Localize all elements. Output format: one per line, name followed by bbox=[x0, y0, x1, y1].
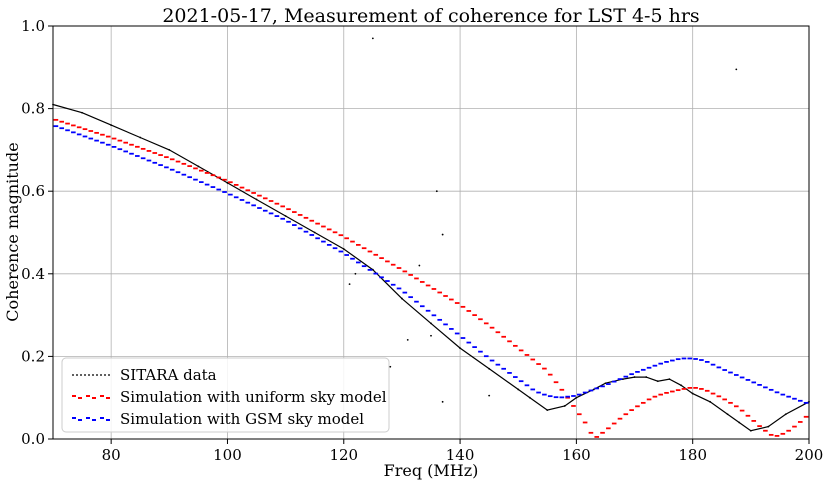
data-point bbox=[110, 124, 113, 127]
data-point bbox=[255, 198, 258, 201]
series-2 bbox=[53, 118, 809, 438]
data-point bbox=[81, 111, 83, 114]
y-tick-label: 0.8 bbox=[21, 100, 45, 118]
data-point bbox=[709, 400, 712, 403]
outlier-points bbox=[348, 37, 738, 403]
data-point bbox=[342, 248, 345, 250]
data-point bbox=[401, 297, 403, 300]
legend: SITARA data Simulation with uniform sky m… bbox=[61, 357, 390, 433]
data-point bbox=[546, 409, 549, 411]
y-axis-label: Coherence magnitude bbox=[3, 142, 22, 321]
x-axis-label: Freq (MHz) bbox=[384, 461, 479, 480]
y-tick-label: 1.0 bbox=[21, 17, 45, 35]
x-tick-label: 200 bbox=[795, 446, 824, 464]
x-tick-label: 120 bbox=[329, 446, 358, 464]
data-point bbox=[656, 380, 659, 383]
x-tick-label: 80 bbox=[102, 446, 121, 464]
outlier-point bbox=[389, 365, 392, 368]
series-layer bbox=[52, 37, 810, 438]
data-point bbox=[459, 347, 461, 350]
outlier-point bbox=[435, 190, 438, 193]
data-point bbox=[668, 378, 671, 381]
data-point bbox=[488, 367, 491, 370]
plot-frame bbox=[52, 25, 810, 440]
data-point bbox=[622, 378, 624, 381]
outlier-point bbox=[418, 264, 421, 267]
data-point bbox=[197, 165, 200, 168]
data-point bbox=[563, 405, 566, 407]
x-tick-label: 140 bbox=[446, 446, 475, 464]
data-point bbox=[604, 382, 607, 385]
data-point bbox=[575, 396, 578, 399]
data-point bbox=[726, 413, 729, 416]
data-point bbox=[517, 388, 520, 391]
data-point bbox=[284, 215, 287, 217]
outlier-point bbox=[441, 233, 444, 236]
x-tick-label: 100 bbox=[213, 446, 242, 464]
data-point bbox=[371, 268, 374, 271]
data-point bbox=[528, 396, 531, 399]
outlier-point bbox=[406, 338, 409, 341]
data-point bbox=[430, 322, 432, 325]
data-point bbox=[139, 136, 142, 139]
outlier-point bbox=[354, 272, 357, 275]
outlier-point bbox=[441, 400, 444, 403]
chart-title: 2021-05-17, Measurement of coherence for… bbox=[162, 5, 699, 27]
outlier-point bbox=[735, 68, 738, 71]
y-tick-label: 0.4 bbox=[21, 265, 45, 283]
outlier-point bbox=[371, 37, 374, 40]
data-point bbox=[633, 376, 636, 378]
data-point bbox=[168, 149, 171, 151]
outlier-point bbox=[430, 334, 432, 337]
data-point bbox=[691, 392, 694, 395]
legend-box bbox=[61, 357, 390, 433]
data-point bbox=[749, 429, 752, 432]
data-point bbox=[592, 388, 595, 391]
axis-ticks: 80 100 120 140 160 180 200 0.0 0.2 0.4 0.6 0.8 1.0 bbox=[21, 17, 823, 464]
legend-label: Simulation with GSM sky model bbox=[120, 410, 364, 428]
y-tick-label: 0.6 bbox=[21, 182, 45, 200]
data-point bbox=[738, 421, 741, 424]
data-point bbox=[645, 376, 648, 378]
data-point bbox=[313, 231, 316, 234]
legend-label: Simulation with uniform sky model bbox=[120, 388, 387, 406]
x-tick-label: 160 bbox=[562, 446, 591, 464]
outlier-point bbox=[488, 394, 491, 397]
series-3 bbox=[53, 125, 809, 404]
data-point bbox=[784, 413, 787, 416]
data-point bbox=[767, 425, 770, 428]
legend-label: SITARA data bbox=[120, 366, 217, 384]
x-tick-label: 180 bbox=[678, 446, 707, 464]
y-tick-label: 0.2 bbox=[21, 347, 45, 365]
outlier-point bbox=[348, 283, 351, 286]
data-point bbox=[680, 384, 682, 387]
data-point bbox=[226, 182, 229, 184]
y-tick-label: 0.0 bbox=[21, 430, 45, 448]
